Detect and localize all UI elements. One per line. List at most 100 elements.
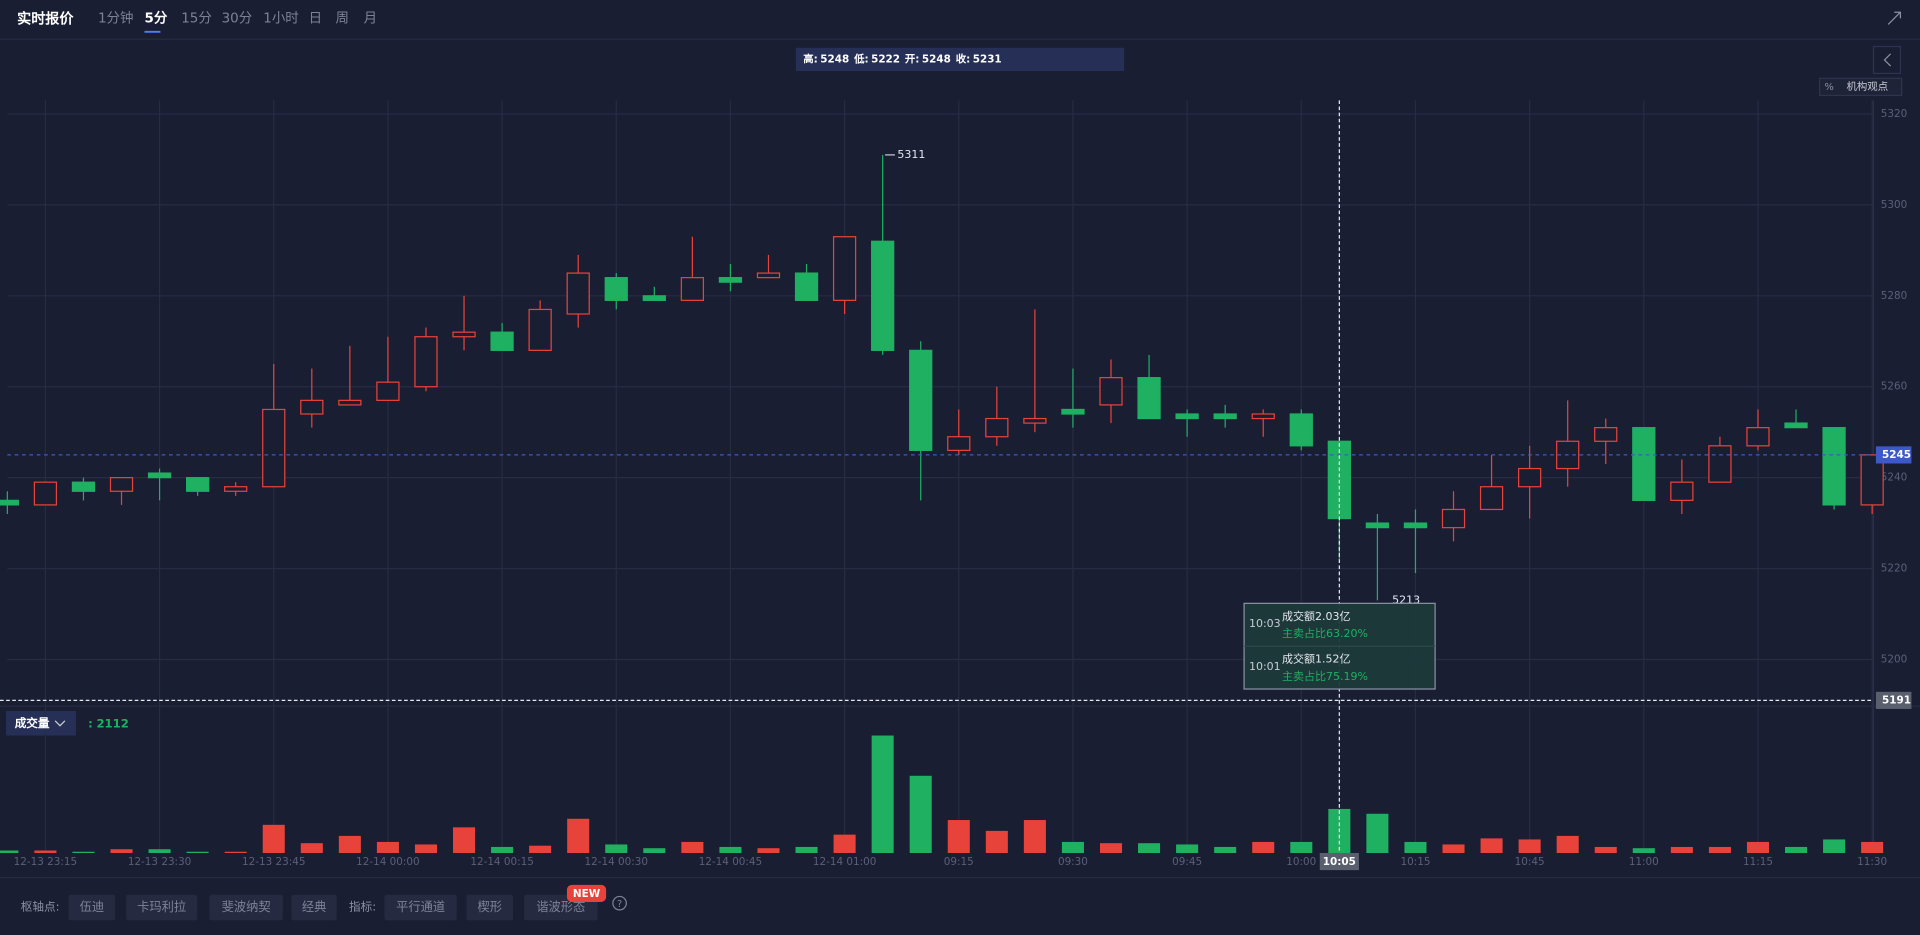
toolbar-button[interactable] xyxy=(466,894,514,921)
y-tick-label: 5260 xyxy=(1881,381,1907,393)
tooltip-ratio: 主卖占比63.20% xyxy=(1282,626,1368,640)
volume-readout-value: 2112 xyxy=(96,716,128,730)
info-value: 5231 xyxy=(973,53,1002,65)
volume-bar xyxy=(1176,844,1199,854)
y-tick-label: 5220 xyxy=(1881,563,1907,575)
candle-body xyxy=(1289,413,1313,447)
candle-body xyxy=(262,408,286,488)
side-buttons[interactable] xyxy=(1818,77,1903,97)
volume-readout: :2112 xyxy=(88,716,129,730)
info-value: 5248 xyxy=(820,53,849,65)
candle-body xyxy=(566,272,590,315)
x-tick-label: 09:45 xyxy=(1172,856,1202,868)
side-button-label[interactable]: 机构观点 xyxy=(1847,80,1889,93)
volume-bar xyxy=(681,841,704,854)
timeframe-tab[interactable]: 月 xyxy=(364,11,377,26)
volume-title: 成交量 xyxy=(15,716,50,730)
volume-bar xyxy=(719,846,742,854)
candle-body xyxy=(718,277,743,283)
candle-body xyxy=(642,295,666,301)
x-tick-label: 11:30 xyxy=(1857,856,1887,868)
candle-body xyxy=(680,277,705,301)
x-tick-label: 12-14 00:45 xyxy=(699,856,762,868)
candle-body xyxy=(71,481,96,492)
candle-body xyxy=(452,331,476,338)
timeframe-tab[interactable]: 15分 xyxy=(181,10,212,26)
toolbar-button-label: 斐波纳契 xyxy=(222,900,271,914)
volume-bar xyxy=(757,848,780,854)
x-tick-label: 12-13 23:15 xyxy=(14,856,77,868)
timeframe-tab[interactable]: 5分 xyxy=(144,10,167,26)
help-icon[interactable] xyxy=(612,895,627,911)
info-bar xyxy=(795,47,1125,71)
volume-bar xyxy=(186,851,209,854)
timeframe-tab[interactable]: 30分 xyxy=(222,10,253,26)
toolbar-button[interactable] xyxy=(209,894,283,921)
timeframe-tab[interactable]: 日 xyxy=(309,11,322,26)
candle-body xyxy=(871,240,895,351)
crosshair-x-label: 10:05 xyxy=(1323,856,1356,868)
x-tick-label: 11:00 xyxy=(1629,856,1659,868)
x-tick-label: 10:45 xyxy=(1515,856,1545,868)
toolbar-button-label: 卡玛利拉 xyxy=(137,899,186,914)
candle-body xyxy=(1860,454,1884,506)
y-tick-label: 5200 xyxy=(1881,653,1907,665)
candle-body xyxy=(109,477,134,492)
candle-body xyxy=(1137,377,1161,420)
volume-bar xyxy=(833,834,856,854)
side-toggle[interactable] xyxy=(1872,45,1902,75)
volume-bar xyxy=(491,846,514,854)
tooltip-time: 10:01 xyxy=(1249,660,1281,673)
volume-bar xyxy=(0,850,19,854)
timeframe-tab[interactable]: 1小时 xyxy=(263,10,298,26)
x-tick-label: 12-14 01:00 xyxy=(813,856,876,868)
volume-bar xyxy=(110,849,133,854)
candle-body xyxy=(1708,445,1732,483)
y-tick-label: 5280 xyxy=(1881,290,1907,302)
x-tick-label: 09:15 xyxy=(944,856,974,868)
candle-body xyxy=(985,417,1009,438)
volume-bar xyxy=(1290,841,1313,854)
toolbar-button[interactable] xyxy=(384,894,457,921)
volume-bar xyxy=(985,830,1008,854)
y-tick-label: 5240 xyxy=(1881,472,1907,484)
toolbar-button[interactable] xyxy=(291,894,337,921)
volume-bar xyxy=(909,775,932,854)
volume-bar xyxy=(453,827,476,854)
tooltip-amount: 成交额2.03亿 xyxy=(1282,609,1351,623)
volume-bar xyxy=(300,843,323,854)
collapse-icon[interactable] xyxy=(1887,11,1902,25)
candle-body xyxy=(224,486,248,492)
toolbar-button[interactable] xyxy=(68,894,116,921)
info-label: 收: xyxy=(956,52,971,65)
crosshair-y-box xyxy=(1875,691,1912,709)
x-tick-label: 10:15 xyxy=(1400,856,1430,868)
toolbar-button[interactable] xyxy=(126,894,198,921)
side-button-label: % xyxy=(1824,82,1833,93)
tooltip-ratio: 主卖占比75.19% xyxy=(1282,669,1368,683)
volume-bar xyxy=(795,846,818,854)
timeframe-tab[interactable]: 1分钟 xyxy=(98,9,133,26)
new-badge xyxy=(566,884,607,902)
volume-bar xyxy=(34,850,57,854)
volume-bar xyxy=(1632,848,1655,854)
candle-body xyxy=(300,399,324,415)
candle-body xyxy=(1403,522,1428,529)
timeframe-tab[interactable]: 周 xyxy=(336,11,349,26)
candle-body xyxy=(947,436,971,451)
tooltip-amount: 成交额1.52亿 xyxy=(1282,652,1351,666)
volume-readout-label: : xyxy=(88,716,93,730)
info-text: 高: 5248 低: 5222 开: 5248 收: 5231 xyxy=(803,52,1001,65)
candle-body xyxy=(1175,413,1199,420)
volume-select[interactable] xyxy=(6,711,76,736)
candle-body xyxy=(1061,408,1085,415)
volume-bar xyxy=(1023,820,1046,854)
volume-bar xyxy=(72,851,95,854)
candle-body xyxy=(794,272,819,301)
candle-body xyxy=(909,349,933,451)
candle-body xyxy=(604,277,628,301)
candle-body xyxy=(1365,522,1390,529)
